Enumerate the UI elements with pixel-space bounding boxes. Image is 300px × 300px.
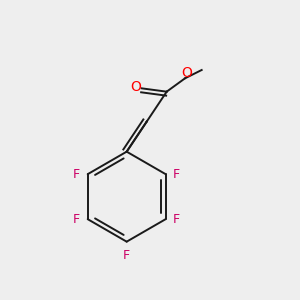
Text: F: F bbox=[123, 249, 130, 262]
Text: O: O bbox=[181, 66, 192, 80]
Text: F: F bbox=[173, 213, 180, 226]
Text: O: O bbox=[130, 80, 141, 94]
Text: F: F bbox=[173, 168, 180, 181]
Text: F: F bbox=[73, 213, 80, 226]
Text: F: F bbox=[73, 168, 80, 181]
